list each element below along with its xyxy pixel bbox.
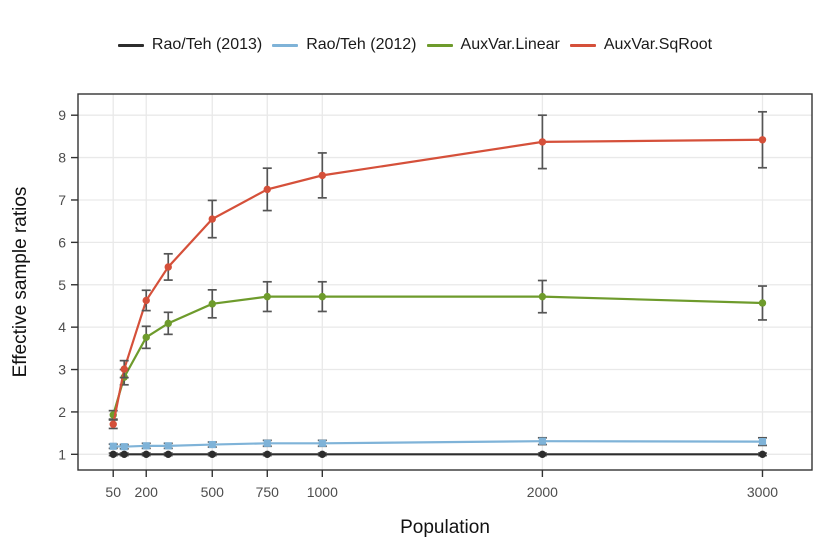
y-axis-title: Effective sample ratios — [10, 187, 31, 378]
data-point — [538, 450, 547, 459]
y-tick-label: 5 — [58, 277, 66, 293]
x-tick-label: 500 — [201, 484, 225, 500]
data-point — [142, 450, 150, 459]
plot-area: 50 200 500 750 1000 2000 3000 1 2 3 4 5 6 7 8 9 — [58, 93, 813, 500]
data-point — [208, 440, 216, 449]
x-tick-label: 2000 — [527, 484, 558, 500]
data-point — [109, 442, 117, 450]
data-point — [142, 296, 150, 305]
y-tick-label: 1 — [58, 446, 66, 462]
data-point — [263, 439, 271, 447]
x-tick-label: 200 — [135, 484, 159, 500]
x-tick-label: 1000 — [307, 484, 338, 500]
data-point — [318, 439, 326, 447]
x-tick-label: 50 — [105, 484, 121, 500]
data-point — [142, 442, 150, 450]
data-point — [758, 136, 767, 144]
x-tick-label: 3000 — [747, 484, 778, 500]
y-tick-label: 3 — [58, 362, 66, 378]
data-point — [120, 365, 128, 373]
y-tick-label: 4 — [58, 319, 66, 335]
data-point — [758, 450, 767, 459]
data-point — [538, 138, 547, 146]
data-point — [318, 171, 326, 180]
data-point — [263, 450, 271, 459]
data-point — [758, 299, 767, 307]
data-point — [263, 292, 271, 301]
data-point — [263, 185, 271, 194]
y-tick-label: 6 — [58, 234, 66, 250]
data-point — [120, 450, 128, 459]
y-tick-label: 9 — [58, 107, 66, 123]
panel-background — [78, 94, 812, 470]
data-point — [164, 442, 172, 450]
data-point — [208, 450, 216, 459]
data-point — [164, 319, 172, 328]
data-point — [208, 300, 216, 308]
y-tick-label: 8 — [58, 150, 66, 166]
data-point — [318, 450, 326, 459]
data-point — [758, 437, 767, 446]
data-point — [142, 333, 150, 342]
data-point — [109, 450, 117, 459]
panel-border — [77, 93, 813, 471]
x-axis-title: Population — [400, 517, 490, 538]
y-tick-label: 7 — [58, 192, 66, 208]
data-point — [164, 450, 172, 459]
x-tick-label: 750 — [256, 484, 280, 500]
data-point — [318, 292, 326, 301]
data-point — [109, 420, 117, 428]
y-tick-label: 2 — [58, 404, 66, 420]
data-point — [120, 443, 128, 451]
data-point — [538, 292, 547, 301]
data-point — [164, 263, 172, 271]
data-point — [538, 437, 546, 445]
data-point — [208, 215, 216, 223]
